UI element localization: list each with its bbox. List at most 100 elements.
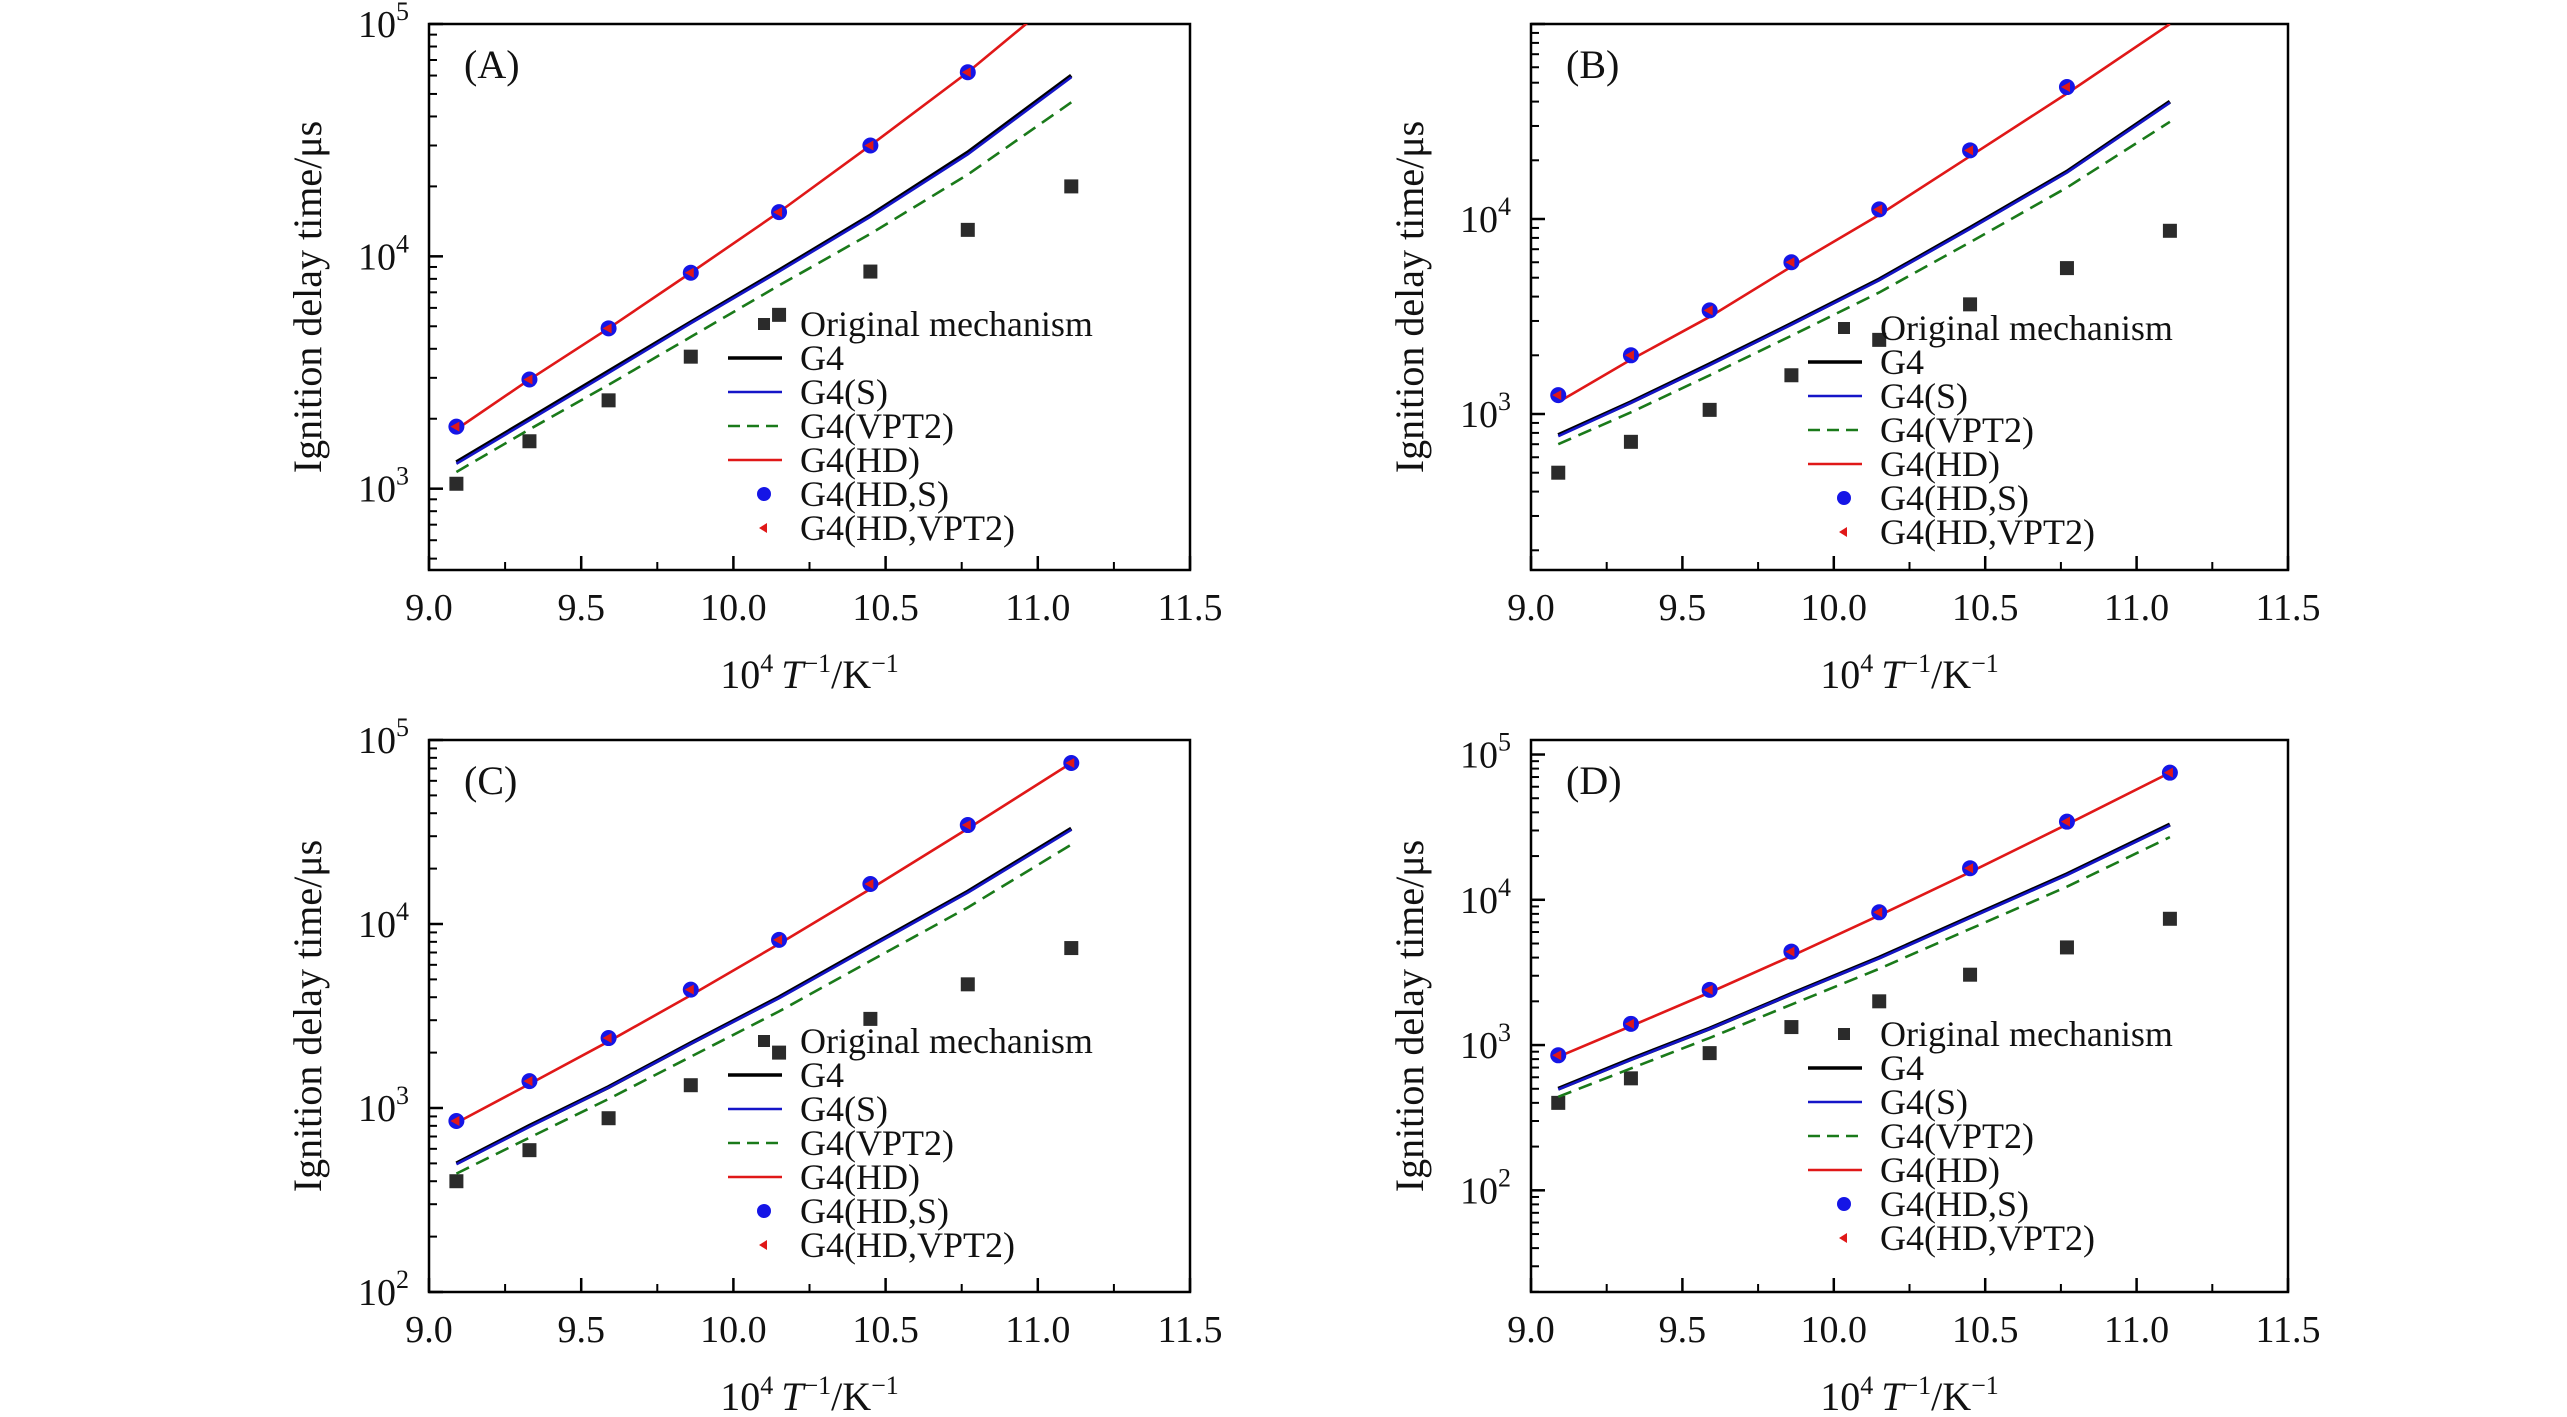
point-original bbox=[449, 476, 464, 491]
xlabel-prefix: 10 bbox=[720, 652, 760, 697]
panel-a: 9.0 9.5 10.0 10.5 11.0 11.5103104105(A)Igniti… bbox=[285, 0, 1223, 697]
y-tick-base: 10 bbox=[358, 720, 396, 762]
point-g4hdvpt2 bbox=[684, 984, 694, 995]
y-axis-title: Ignition delay time/μs bbox=[1387, 840, 1432, 1193]
x-axis-title: 104 T−1/K−1 bbox=[720, 1371, 899, 1417]
point-g4hdvpt2 bbox=[1873, 204, 1883, 215]
legend-label-g4: G4 bbox=[800, 1055, 844, 1095]
point-g4hdvpt2 bbox=[1785, 257, 1795, 268]
point-g4hdvpt2 bbox=[1964, 863, 1974, 874]
legend-label-g4hds: G4(HD,S) bbox=[1880, 1184, 2029, 1224]
y-tick-label: 103 bbox=[1460, 387, 1511, 436]
series-line-g4s bbox=[455, 828, 1072, 1166]
legend-label-g4: G4 bbox=[800, 338, 844, 378]
series-line-g4 bbox=[455, 73, 1073, 464]
x-axis-title: 104 T−1/K−1 bbox=[1820, 1371, 1999, 1417]
legend-label-original: Original mechanism bbox=[800, 304, 1093, 344]
legend-label-g4hd: G4(HD) bbox=[1880, 444, 2000, 484]
y-axis-title: Ignition delay time/μs bbox=[285, 121, 330, 474]
y-tick-exp: 4 bbox=[1498, 873, 1511, 902]
xlabel-t-exp: −1 bbox=[1903, 649, 1931, 678]
legend-swatch-g4hdvpt2 bbox=[759, 523, 767, 533]
point-g4hdvpt2 bbox=[864, 140, 874, 151]
legend-swatch-g4hds bbox=[757, 1204, 771, 1218]
plot-area bbox=[1550, 764, 2178, 1110]
point-original bbox=[1551, 1095, 1566, 1110]
x-tick-label: 11.5 bbox=[2255, 1309, 2320, 1351]
point-original bbox=[1702, 402, 1717, 417]
point-original bbox=[1872, 994, 1887, 1009]
legend-label-original: Original mechanism bbox=[800, 1021, 1093, 1061]
x-axis-title: 104 T−1/K−1 bbox=[720, 649, 899, 697]
point-original bbox=[1963, 967, 1978, 982]
series-line-g4s bbox=[455, 76, 1073, 465]
y-tick-label: 102 bbox=[358, 1265, 409, 1314]
xlabel-unit-exp: −1 bbox=[871, 1371, 899, 1400]
legend-swatch-g4hds bbox=[757, 487, 771, 501]
point-original bbox=[772, 1045, 787, 1060]
xlabel-t: T bbox=[781, 652, 806, 697]
panel-c: 9.0 9.5 10.0 10.5 11.0 11.5102103104105(C)Ign… bbox=[285, 713, 1223, 1417]
point-original bbox=[1784, 368, 1799, 383]
legend-swatch-g4hds bbox=[1837, 1197, 1851, 1211]
xlabel-unit: /K bbox=[831, 652, 871, 697]
y-tick-label: 103 bbox=[358, 462, 409, 511]
plot-area bbox=[448, 24, 1079, 491]
point-g4hdvpt2 bbox=[1065, 757, 1075, 768]
point-original bbox=[863, 264, 878, 279]
point-original bbox=[683, 349, 698, 364]
series-line-g4hd bbox=[455, 761, 1072, 1125]
x-tick-label: 10.5 bbox=[1952, 587, 2019, 629]
x-tick-label: 9.0 bbox=[1507, 587, 1555, 629]
panel-label: (B) bbox=[1566, 42, 1619, 87]
xlabel-t-exp: −1 bbox=[803, 1371, 831, 1400]
legend-label-g4hds: G4(HD,S) bbox=[800, 474, 949, 514]
y-tick-base: 10 bbox=[1460, 1170, 1498, 1212]
series-line-g4hd bbox=[1557, 771, 2171, 1059]
point-g4hdvpt2 bbox=[2060, 816, 2070, 827]
series-line-g4s bbox=[1557, 101, 2171, 438]
legend-swatch-original bbox=[1838, 1028, 1850, 1040]
point-g4hdvpt2 bbox=[1552, 1050, 1562, 1061]
point-original bbox=[772, 307, 787, 322]
x-tick-label: 9.5 bbox=[557, 587, 605, 629]
legend-label-g4s: G4(S) bbox=[1880, 1082, 1968, 1122]
xlabel-exp: 4 bbox=[760, 649, 773, 678]
legend-label-g4s: G4(S) bbox=[800, 372, 888, 412]
series-line-g4 bbox=[455, 826, 1073, 1166]
xlabel-unit-exp: −1 bbox=[1971, 1371, 1999, 1400]
y-tick-base: 10 bbox=[358, 904, 396, 946]
legend-swatch-g4hdvpt2 bbox=[1839, 527, 1847, 537]
xlabel-t-exp: −1 bbox=[803, 649, 831, 678]
panel-label: (C) bbox=[464, 758, 517, 803]
legend-swatch-g4hdvpt2 bbox=[1839, 1233, 1847, 1243]
point-original bbox=[863, 1011, 878, 1026]
legend: Original mechanismG4G4(S)G4(VPT2)G4(HD)G… bbox=[1808, 1014, 2173, 1258]
legend-label-g4hd: G4(HD) bbox=[1880, 1150, 2000, 1190]
legend-label-g4s: G4(S) bbox=[1880, 376, 1968, 416]
y-tick-exp: 3 bbox=[396, 1081, 409, 1110]
point-original bbox=[960, 222, 975, 237]
xlabel-t: T bbox=[781, 1374, 806, 1417]
point-g4hdvpt2 bbox=[2163, 767, 2173, 778]
point-g4hdvpt2 bbox=[523, 1076, 533, 1087]
series-line-g4vpt2 bbox=[455, 101, 1073, 474]
legend-label-g4hd: G4(HD) bbox=[800, 440, 920, 480]
x-tick-label: 10.0 bbox=[700, 1309, 767, 1351]
point-original bbox=[1872, 332, 1887, 347]
y-tick-label: 104 bbox=[358, 229, 409, 278]
x-tick-label: 9.0 bbox=[405, 587, 453, 629]
xlabel-prefix: 10 bbox=[1820, 652, 1860, 697]
point-original bbox=[601, 1111, 616, 1126]
xlabel-unit-exp: −1 bbox=[1971, 649, 1999, 678]
y-tick-label: 105 bbox=[1460, 728, 1511, 777]
y-tick-exp: 3 bbox=[1498, 1018, 1511, 1047]
xlabel-t-exp: −1 bbox=[1903, 1371, 1931, 1400]
legend: Original mechanismG4G4(S)G4(VPT2)G4(HD)G… bbox=[728, 304, 1093, 548]
legend-swatch-original bbox=[758, 318, 770, 330]
point-g4hdvpt2 bbox=[1624, 350, 1634, 361]
panel-label: (D) bbox=[1566, 758, 1622, 803]
point-original bbox=[522, 434, 537, 449]
x-tick-label: 10.0 bbox=[1801, 1309, 1868, 1351]
